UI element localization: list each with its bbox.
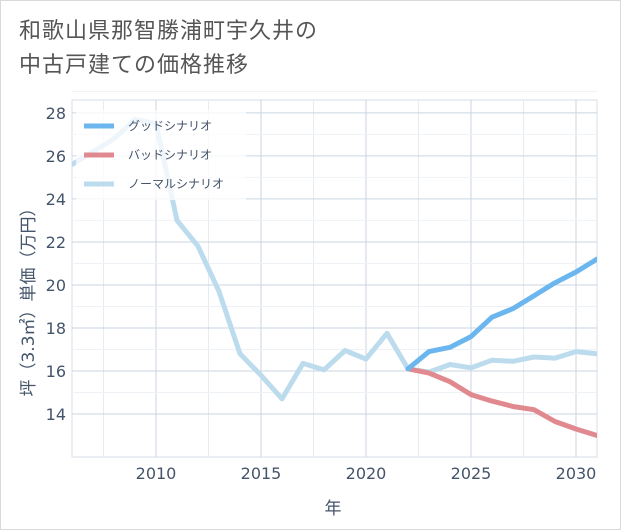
x-tick-label: 2030 xyxy=(556,464,597,483)
series-lines xyxy=(72,116,597,438)
y-axis-title: 坪（3.3㎡）単価（万円） xyxy=(19,199,39,396)
x-tick-label: 2010 xyxy=(136,464,177,483)
y-tick-label: 16 xyxy=(46,362,66,381)
series-line-0 xyxy=(405,256,597,372)
y-tick-label: 22 xyxy=(46,233,66,252)
x-tick-label: 2025 xyxy=(451,464,492,483)
legend-label: バッドシナリオ xyxy=(128,148,212,162)
y-tick-label: 14 xyxy=(46,405,66,424)
y-tick-label: 20 xyxy=(46,276,66,295)
chart-title: 和歌山県那智勝浦町宇久井の 中古戸建ての価格推移 xyxy=(19,15,318,83)
x-tick-label: 2020 xyxy=(346,464,387,483)
x-tick-label: 2015 xyxy=(241,464,282,483)
x-axis-title: 年 xyxy=(325,499,342,519)
y-tick-label: 24 xyxy=(46,190,66,209)
axes: 2010 2015 2020 2025 2030 14 16 18 20 22 24 26 28 xyxy=(46,104,597,483)
y-tick-label: 18 xyxy=(46,319,66,338)
legend-label: グッドシナリオ xyxy=(128,119,212,133)
y-tick-label: 28 xyxy=(46,104,66,123)
chart-title-line-1: 和歌山県那智勝浦町宇久井の xyxy=(19,19,319,44)
y-tick-label: 26 xyxy=(46,147,66,166)
chart-title-line-2: 中古戸建ての価格推移 xyxy=(19,53,250,78)
series-line-1 xyxy=(405,366,597,438)
series-line-2 xyxy=(72,116,597,402)
grid xyxy=(71,90,598,458)
legend-label: ノーマルシナリオ xyxy=(128,177,224,191)
